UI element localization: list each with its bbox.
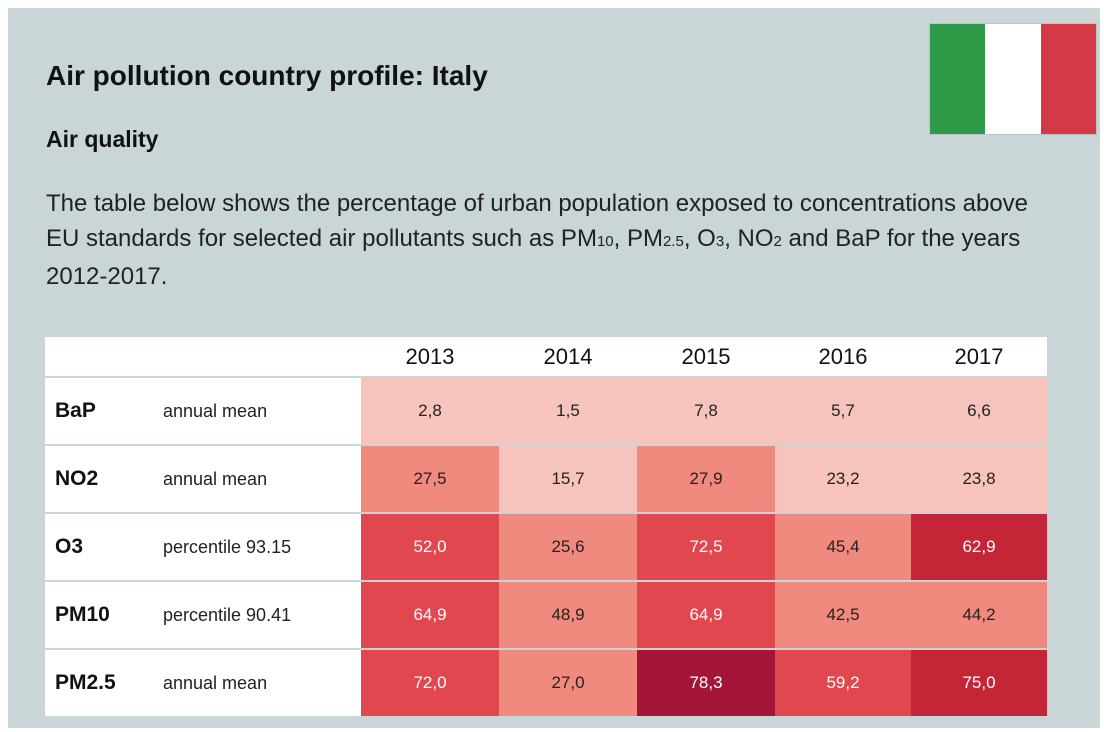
- metric-label: annual mean: [163, 444, 361, 513]
- value-cell: 27,5: [361, 444, 499, 513]
- value-cell: 15,7: [499, 444, 637, 513]
- desc-part-2: , PM: [613, 225, 663, 252]
- value-cell: 59,2: [775, 648, 911, 716]
- page-title: Air pollution country profile: Italy: [46, 60, 488, 91]
- value-cell: 72,5: [637, 512, 775, 581]
- value-cell: 25,6: [499, 512, 637, 581]
- value-cell: 52,0: [361, 512, 499, 581]
- value-cell: 7,8: [637, 376, 775, 445]
- profile-panel: Air pollution country profile: Italy Air…: [8, 8, 1100, 728]
- value-cell: 64,9: [361, 580, 499, 649]
- value-cell: 75,0: [911, 648, 1047, 716]
- desc-part-1: The table below shows the percentage of …: [46, 190, 1029, 252]
- pollution-table: 2013 2014 2015 2016 2017 BaP annual mean…: [45, 337, 1047, 716]
- value-cell: 27,9: [637, 444, 775, 513]
- value-cell: 42,5: [775, 580, 911, 649]
- value-cell: 6,6: [911, 376, 1047, 445]
- value-cell: 5,7: [775, 376, 911, 445]
- value-cell: 2,8: [361, 376, 499, 445]
- flag-green-band: [930, 24, 986, 134]
- desc-part-4: , NO: [724, 225, 774, 252]
- pollutant-name: PM2.5: [45, 648, 163, 716]
- pollutant-name: NO2: [45, 444, 163, 513]
- value-cell: 45,4: [775, 512, 911, 581]
- metric-label: annual mean: [163, 648, 361, 716]
- pm10-subscript: 10: [596, 233, 614, 250]
- italy-flag-icon: [930, 24, 1096, 134]
- table-row: BaP annual mean 2,8 1,5 7,8 5,7 6,6: [45, 376, 1047, 445]
- metric-label: percentile 90.41: [163, 580, 361, 649]
- no2-subscript: 2: [773, 233, 782, 250]
- value-cell: 62,9: [911, 512, 1047, 581]
- o3-subscript: 3: [715, 233, 725, 250]
- value-cell: 27,0: [499, 648, 637, 716]
- value-cell: 48,9: [499, 580, 637, 649]
- pm25-subscript: 2.5: [662, 233, 684, 250]
- flag-red-band: [1040, 24, 1096, 134]
- description-text: The table below shows the percentage of …: [46, 186, 1046, 294]
- value-cell: 44,2: [911, 580, 1047, 649]
- year-header: 2016: [775, 337, 911, 377]
- table-header-row: 2013 2014 2015 2016 2017: [45, 337, 1047, 377]
- table-row: PM10 percentile 90.41 64,9 48,9 64,9 42,…: [45, 580, 1047, 649]
- desc-part-5: and BaP for the years 2012-2017.: [46, 225, 1021, 290]
- table-row: PM2.5 annual mean 72,0 27,0 78,3 59,2 75…: [45, 648, 1047, 716]
- pollutant-name: O3: [45, 512, 163, 581]
- year-header: 2014: [499, 337, 637, 377]
- section-subtitle: Air quality: [46, 126, 159, 152]
- year-header: 2015: [637, 337, 775, 377]
- header-blank-cell: [163, 337, 361, 377]
- metric-label: percentile 93.15: [163, 512, 361, 581]
- table-row: NO2 annual mean 27,5 15,7 27,9 23,2 23,8: [45, 444, 1047, 513]
- flag-white-band: [985, 24, 1041, 134]
- value-cell: 78,3: [637, 648, 775, 716]
- desc-part-3: , O: [683, 225, 716, 252]
- pollutant-name: PM10: [45, 580, 163, 649]
- year-header: 2013: [361, 337, 499, 377]
- metric-label: annual mean: [163, 376, 361, 445]
- pollutant-name: BaP: [45, 376, 163, 445]
- value-cell: 64,9: [637, 580, 775, 649]
- value-cell: 72,0: [361, 648, 499, 716]
- value-cell: 1,5: [499, 376, 637, 445]
- value-cell: 23,8: [911, 444, 1047, 513]
- header-blank-cell: [45, 337, 163, 377]
- table-row: O3 percentile 93.15 52,0 25,6 72,5 45,4 …: [45, 512, 1047, 581]
- value-cell: 23,2: [775, 444, 911, 513]
- year-header: 2017: [911, 337, 1047, 377]
